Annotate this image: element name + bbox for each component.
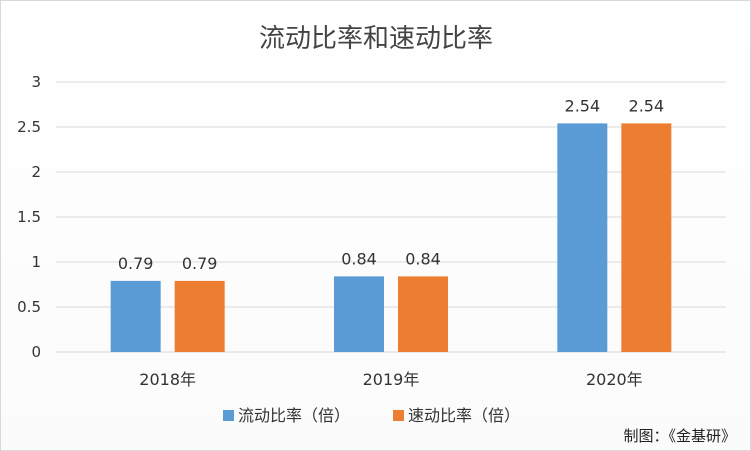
- y-tick-label: 0.5: [17, 298, 41, 316]
- legend-label: 速动比率（倍）: [408, 406, 520, 425]
- legend-swatch: [223, 410, 234, 421]
- bar: [174, 280, 225, 352]
- y-tick-label: 1.5: [17, 208, 41, 226]
- y-tick-label: 3: [31, 73, 41, 91]
- x-tick-label: 2019年: [363, 370, 420, 389]
- bar: [110, 280, 161, 352]
- data-label: 2.54: [629, 96, 665, 115]
- data-label: 0.79: [118, 254, 154, 273]
- y-tick-label: 0: [31, 343, 41, 361]
- bar: [398, 276, 448, 352]
- legend-label: 流动比率（倍）: [238, 406, 350, 425]
- y-tick-label: 2: [31, 163, 41, 181]
- data-label: 0.84: [341, 249, 377, 268]
- bar: [334, 276, 384, 352]
- chart-title: 流动比率和速动比率: [259, 24, 493, 54]
- source-note: 制图：《金基研》: [623, 427, 736, 445]
- y-tick-label: 2.5: [17, 118, 41, 136]
- data-label: 2.54: [565, 96, 601, 115]
- x-tick-label: 2018年: [139, 370, 196, 389]
- legend-swatch: [393, 410, 404, 421]
- data-label: 0.84: [405, 249, 441, 268]
- x-tick-label: 2020年: [586, 370, 643, 389]
- bar: [557, 123, 608, 353]
- y-tick-label: 1: [31, 253, 41, 271]
- data-label: 0.79: [182, 254, 218, 273]
- bar: [621, 123, 672, 353]
